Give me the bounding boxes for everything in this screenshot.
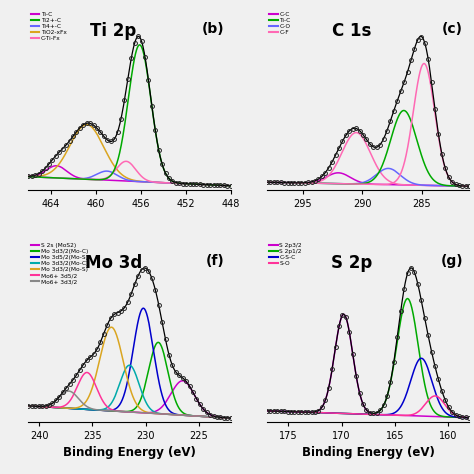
X-axis label: Binding Energy (eV): Binding Energy (eV) xyxy=(302,447,435,459)
Text: (g): (g) xyxy=(440,254,463,268)
Text: C 1s: C 1s xyxy=(332,22,372,40)
Text: Ti 2p: Ti 2p xyxy=(90,22,137,40)
Legend: S 2s (MoS2), Mo 3d3/2(Mo-C), Mo 3d5/2(Mo-S), Mo 3d3/2(Mo-C), Mo 3d3/2(Mo-S), Mo6: S 2s (MoS2), Mo 3d3/2(Mo-C), Mo 3d5/2(Mo… xyxy=(30,243,89,285)
Text: S 2p: S 2p xyxy=(331,254,373,272)
Text: (b): (b) xyxy=(202,22,225,36)
Legend: Ti-C, Ti2+-C, Ti4+-C, TiO2-xFx, C-Ti-Fx: Ti-C, Ti2+-C, Ti4+-C, TiO2-xFx, C-Ti-Fx xyxy=(30,11,67,41)
Legend: S 2p3/2, S 2p1/2, C-S-C, S-O: S 2p3/2, S 2p1/2, C-S-C, S-O xyxy=(269,243,302,267)
Legend: C-C, Ti-C, C-O, C-F: C-C, Ti-C, C-O, C-F xyxy=(269,11,291,36)
X-axis label: Binding Energy (eV): Binding Energy (eV) xyxy=(63,447,196,459)
Text: (f): (f) xyxy=(206,254,225,268)
Text: (c): (c) xyxy=(442,22,463,36)
Text: Mo 3d: Mo 3d xyxy=(85,254,142,272)
